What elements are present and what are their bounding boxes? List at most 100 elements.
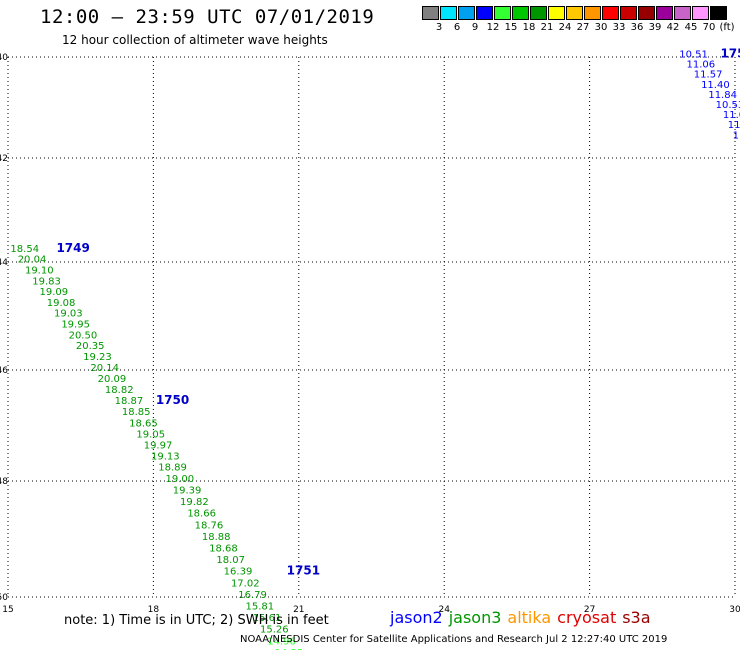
color-scale-label: 27 xyxy=(576,22,590,33)
wave-height-value: 10.53 xyxy=(716,100,740,111)
wave-height-value: 15.81 xyxy=(245,602,274,613)
color-scale-label: 42 xyxy=(666,22,680,33)
color-scale-label: 30 xyxy=(594,22,608,33)
wave-height-value: 19.39 xyxy=(173,486,202,497)
color-scale-label: (ft) xyxy=(719,22,735,33)
wave-height-value: 18.68 xyxy=(209,544,238,555)
wave-height-value: 19.05 xyxy=(136,429,165,440)
wave-height-value: 20.14 xyxy=(90,363,119,374)
map-grid xyxy=(7,56,736,598)
legend-cryosat: cryosat xyxy=(557,608,617,627)
color-scale-swatch xyxy=(620,6,637,20)
color-scale-swatch xyxy=(512,6,529,20)
color-scale-label: 15 xyxy=(504,22,518,33)
color-scale-swatch xyxy=(602,6,619,20)
color-scale-swatch xyxy=(548,6,565,20)
longitude-tick-label: 21 xyxy=(293,605,304,615)
wave-height-value: 18.87 xyxy=(115,396,144,407)
wave-height-value: 19.08 xyxy=(47,298,76,309)
wave-height-value: 11.84 xyxy=(708,90,737,101)
wave-height-value: 11.40 xyxy=(701,80,730,91)
wave-height-value: 19.97 xyxy=(144,440,173,451)
longitude-tick-label: 15 xyxy=(2,605,13,615)
longitude-tick-label: 27 xyxy=(584,605,595,615)
longitude-tick-label: 30 xyxy=(729,605,740,615)
color-scale-label: 36 xyxy=(630,22,644,33)
color-scale-label: 24 xyxy=(558,22,572,33)
wave-height-value: 18.82 xyxy=(105,385,134,396)
color-scale-swatch xyxy=(692,6,709,20)
latitude-tick-label: -46 xyxy=(0,366,8,376)
units-note: note: 1) Time is in UTC; 2) SWH is in fe… xyxy=(64,613,329,628)
color-scale-label: 12 xyxy=(486,22,500,33)
pass-number-label: 1751 xyxy=(287,564,320,578)
wave-height-value: 18.07 xyxy=(216,555,245,566)
wave-height-value: 15.26 xyxy=(260,625,289,636)
longitude-tick-label: 24 xyxy=(438,605,450,615)
wave-height-value: 17.02 xyxy=(231,578,260,589)
wave-height-value: 1 xyxy=(733,130,739,141)
legend-altika: altika xyxy=(507,608,552,627)
wave-height-value: 18.54 xyxy=(10,244,39,255)
latitude-tick-label: -40 xyxy=(0,53,8,63)
color-scale-swatch xyxy=(530,6,547,20)
map-title: 12:00 – 23:59 UTC 07/01/2019 xyxy=(40,6,375,28)
latitude-tick-label: -50 xyxy=(0,593,8,603)
wave-height-value: 16.79 xyxy=(238,590,267,601)
wave-height-value: 11.57 xyxy=(694,70,723,81)
color-scale-swatch xyxy=(566,6,583,20)
footer-credit: NOAA/NESDIS Center for Satellite Applica… xyxy=(240,634,668,645)
wave-height-value: 18.66 xyxy=(187,509,216,520)
wave-height-value: 19.95 xyxy=(61,320,90,331)
longitude-tick-label: 18 xyxy=(148,605,160,615)
wave-height-value: 11.0 xyxy=(723,110,740,121)
satellite-legend: jason2 jason3 altika cryosat s3a xyxy=(390,608,657,627)
wave-height-value: 15.61 xyxy=(253,613,282,624)
wave-height-value: 18.76 xyxy=(195,520,224,531)
color-scale-label: 21 xyxy=(540,22,554,33)
map-subtitle: 12 hour collection of altimeter wave hei… xyxy=(62,33,328,47)
wave-height-value: 19.10 xyxy=(25,266,54,277)
color-scale-label: 45 xyxy=(684,22,698,33)
color-scale-swatch xyxy=(422,6,439,20)
wave-height-value: 18.65 xyxy=(129,418,158,429)
pass-number-label: 175 xyxy=(720,47,740,61)
color-scale-swatch xyxy=(458,6,475,20)
legend-jason2: jason2 xyxy=(390,608,443,627)
color-scale-swatch xyxy=(638,6,655,20)
wave-height-value: 19.09 xyxy=(40,287,69,298)
color-scale-swatch xyxy=(476,6,493,20)
wave-height-value: 20.35 xyxy=(76,341,105,352)
legend-s3a: s3a xyxy=(622,608,651,627)
wave-height-value: 16.39 xyxy=(224,567,253,578)
wave-height-points: 18.5420.0419.1019.8319.0919.0819.0319.95… xyxy=(10,47,740,650)
wave-height-value: 20.09 xyxy=(98,374,127,385)
wave-height-value: 19.03 xyxy=(54,309,83,320)
wave-height-value: 18.88 xyxy=(202,532,231,543)
color-scale-label: 70 xyxy=(702,22,716,33)
color-scale-label: 6 xyxy=(453,22,461,33)
color-scale-swatch xyxy=(440,6,457,20)
wave-height-value: 19.23 xyxy=(83,352,112,363)
wave-height-value: 18.85 xyxy=(122,407,151,418)
color-scale-label: 18 xyxy=(522,22,536,33)
axis-ticks: -40 -42 -44 -46 -48 -50 15 18 21 24 27 30 xyxy=(0,53,740,615)
color-scale-swatch xyxy=(710,6,727,20)
pass-number-label: 1750 xyxy=(156,393,189,407)
wave-height-value: 19.83 xyxy=(32,276,61,287)
wave-height-value: 14.96 xyxy=(267,636,296,647)
wave-height-value: 10.51 xyxy=(679,50,708,61)
wave-height-value: 18.89 xyxy=(158,463,187,474)
color-scale-label: 3 xyxy=(435,22,443,33)
color-scale-label: 39 xyxy=(648,22,662,33)
wave-height-value: 11.06 xyxy=(687,60,716,71)
wave-height-value: 19.82 xyxy=(180,497,209,508)
latitude-tick-label: -44 xyxy=(0,258,8,268)
color-scale-swatch xyxy=(656,6,673,20)
latitude-tick-label: -48 xyxy=(0,477,8,487)
color-scale-label: 9 xyxy=(471,22,479,33)
pass-number-label: 1749 xyxy=(56,241,89,255)
legend-jason3: jason3 xyxy=(448,608,502,627)
wave-height-value: 20.04 xyxy=(18,255,47,266)
